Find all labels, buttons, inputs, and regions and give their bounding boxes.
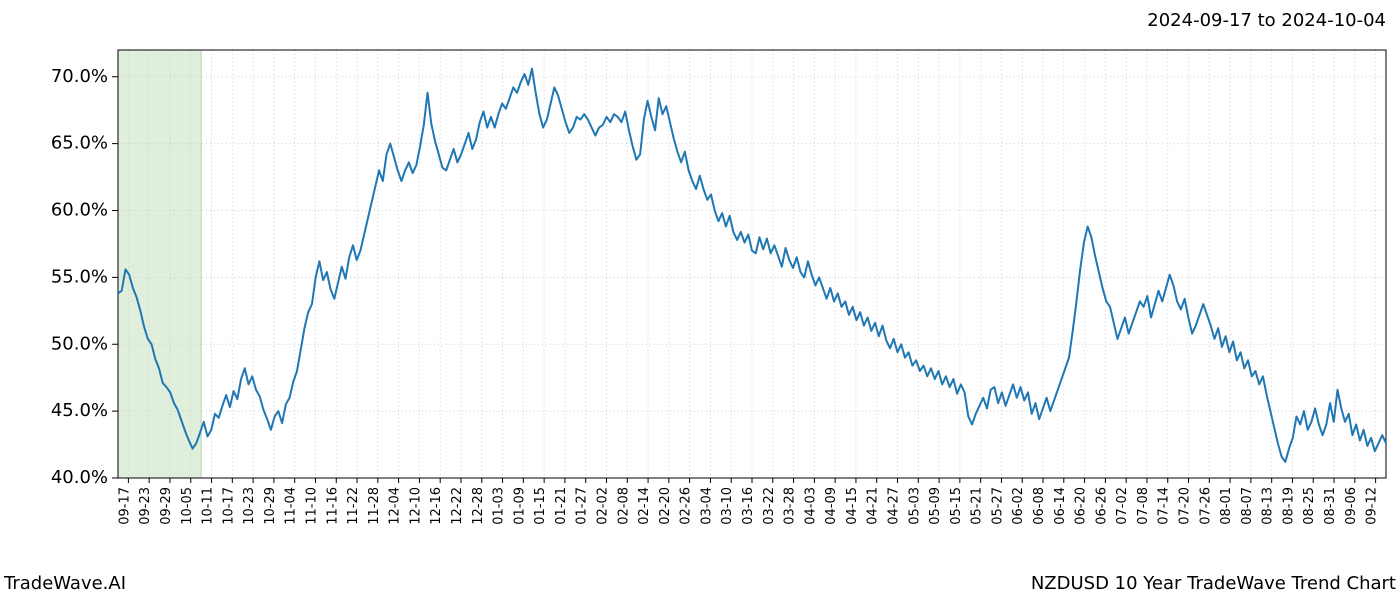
x-tick-label: 05-09 [928, 487, 943, 525]
x-tick-label: 10-29 [263, 487, 278, 525]
x-tick-label: 10-05 [180, 487, 195, 525]
x-tick-label: 02-02 [595, 487, 610, 525]
x-tick-label: 06-02 [1011, 487, 1026, 525]
x-tick-label: 01-03 [492, 487, 507, 525]
x-tick-label: 02-08 [616, 487, 631, 525]
y-tick-label: 40.0% [51, 467, 108, 488]
x-tick-label: 11-22 [346, 487, 361, 525]
x-tick-label: 12-04 [388, 487, 403, 525]
x-tick-label: 03-10 [720, 487, 735, 525]
x-tick-label: 06-14 [1053, 487, 1068, 525]
x-tick-label: 12-22 [450, 487, 465, 525]
x-tick-label: 07-08 [1136, 487, 1151, 525]
x-tick-label: 04-15 [845, 487, 860, 525]
x-tick-label: 02-20 [658, 487, 673, 525]
x-tick-label: 02-26 [679, 487, 694, 525]
x-tick-label: 08-19 [1281, 487, 1296, 525]
x-tick-label: 03-04 [699, 487, 714, 525]
x-tick-label: 06-08 [1032, 487, 1047, 525]
x-tick-label: 08-13 [1261, 487, 1276, 525]
x-tick-label: 07-14 [1157, 487, 1172, 525]
x-tick-label: 03-28 [783, 487, 798, 525]
y-tick-label: 45.0% [51, 400, 108, 421]
x-tick-label: 07-26 [1198, 487, 1213, 525]
x-tick-label: 04-21 [866, 487, 881, 525]
x-tick-label: 11-28 [367, 487, 382, 525]
x-tick-label: 10-23 [242, 487, 257, 525]
x-tick-label: 07-20 [1178, 487, 1193, 525]
x-tick-label: 04-03 [803, 487, 818, 525]
y-tick-label: 70.0% [51, 66, 108, 87]
x-tick-label: 03-22 [762, 487, 777, 525]
x-tick-label: 07-02 [1115, 487, 1130, 525]
x-tick-label: 10-17 [221, 487, 236, 525]
x-tick-label: 06-20 [1074, 487, 1089, 525]
x-tick-label: 04-09 [824, 487, 839, 525]
x-tick-label: 05-15 [949, 487, 964, 525]
x-tick-label: 09-12 [1365, 487, 1380, 525]
x-tick-label: 05-21 [970, 487, 985, 525]
x-tick-label: 11-10 [304, 487, 319, 525]
x-tick-label: 12-16 [429, 487, 444, 525]
y-tick-label: 50.0% [51, 333, 108, 354]
x-tick-label: 05-27 [990, 487, 1005, 525]
x-tick-label: 08-31 [1323, 487, 1338, 525]
chart-svg: 40.0% 45.0% 50.0% 55.0% 60.0% 65.0% 70.0% 09-17… [0, 40, 1400, 560]
x-tick-label: 08-25 [1302, 487, 1317, 525]
x-tick-label: 03-16 [741, 487, 756, 525]
y-tick-label: 60.0% [51, 200, 108, 221]
x-tick-label: 11-16 [325, 487, 340, 525]
y-tick-label: 55.0% [51, 266, 108, 287]
x-tick-label: 01-09 [512, 487, 527, 525]
date-range-label: 2024-09-17 to 2024-10-04 [1147, 10, 1386, 31]
trend-chart: 40.0% 45.0% 50.0% 55.0% 60.0% 65.0% 70.0% 09-17… [0, 40, 1400, 560]
x-tick-label: 01-27 [575, 487, 590, 525]
x-tick-label: 01-15 [533, 487, 548, 525]
x-tick-label: 11-04 [284, 487, 299, 525]
x-tick-label: 08-01 [1219, 487, 1234, 525]
x-tick-label: 08-07 [1240, 487, 1255, 525]
x-tick-label: 04-27 [887, 487, 902, 525]
y-tick-label: 65.0% [51, 133, 108, 154]
brand-label: TradeWave.AI [4, 573, 126, 594]
x-tick-label: 12-10 [408, 487, 423, 525]
chart-title-label: NZDUSD 10 Year TradeWave Trend Chart [1031, 573, 1396, 594]
x-tick-label: 12-28 [471, 487, 486, 525]
x-tick-label: 09-17 [117, 487, 132, 525]
x-tick-label: 05-03 [907, 487, 922, 525]
x-tick-label: 10-11 [201, 487, 216, 525]
x-tick-label: 02-14 [637, 487, 652, 525]
x-tick-label: 09-29 [159, 487, 174, 525]
x-tick-label: 06-26 [1094, 487, 1109, 525]
x-tick-label: 01-21 [554, 487, 569, 525]
x-tick-label: 09-23 [138, 487, 153, 525]
x-tick-label: 09-06 [1344, 487, 1359, 525]
